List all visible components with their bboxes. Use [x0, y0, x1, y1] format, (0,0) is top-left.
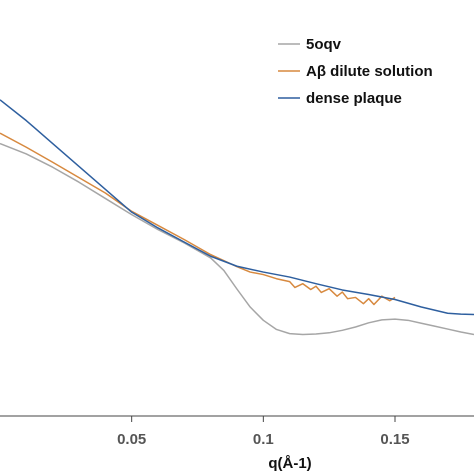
x-tick-layer: 0.05 0.1 0.15: [117, 416, 410, 448]
x-axis-label-text: q(Å-1): [268, 455, 311, 472]
series-line-1: [0, 132, 396, 306]
x-axis-label: q(Å-1): [268, 455, 311, 472]
x-tick-label: 0.15: [380, 431, 409, 448]
series-line-2: [0, 99, 474, 316]
legend-label-2: dense plaque: [306, 90, 402, 107]
legend-label-1: Aβ dilute solution: [306, 63, 433, 80]
legend-label-0: 5oqv: [306, 36, 342, 53]
series-line-0: [0, 142, 474, 336]
series-layer: [0, 99, 474, 336]
legend: 5oqv Aβ dilute solution dense plaque: [278, 36, 433, 107]
x-tick-label: 0.1: [253, 431, 274, 448]
x-tick-label: 0.05: [117, 431, 146, 448]
